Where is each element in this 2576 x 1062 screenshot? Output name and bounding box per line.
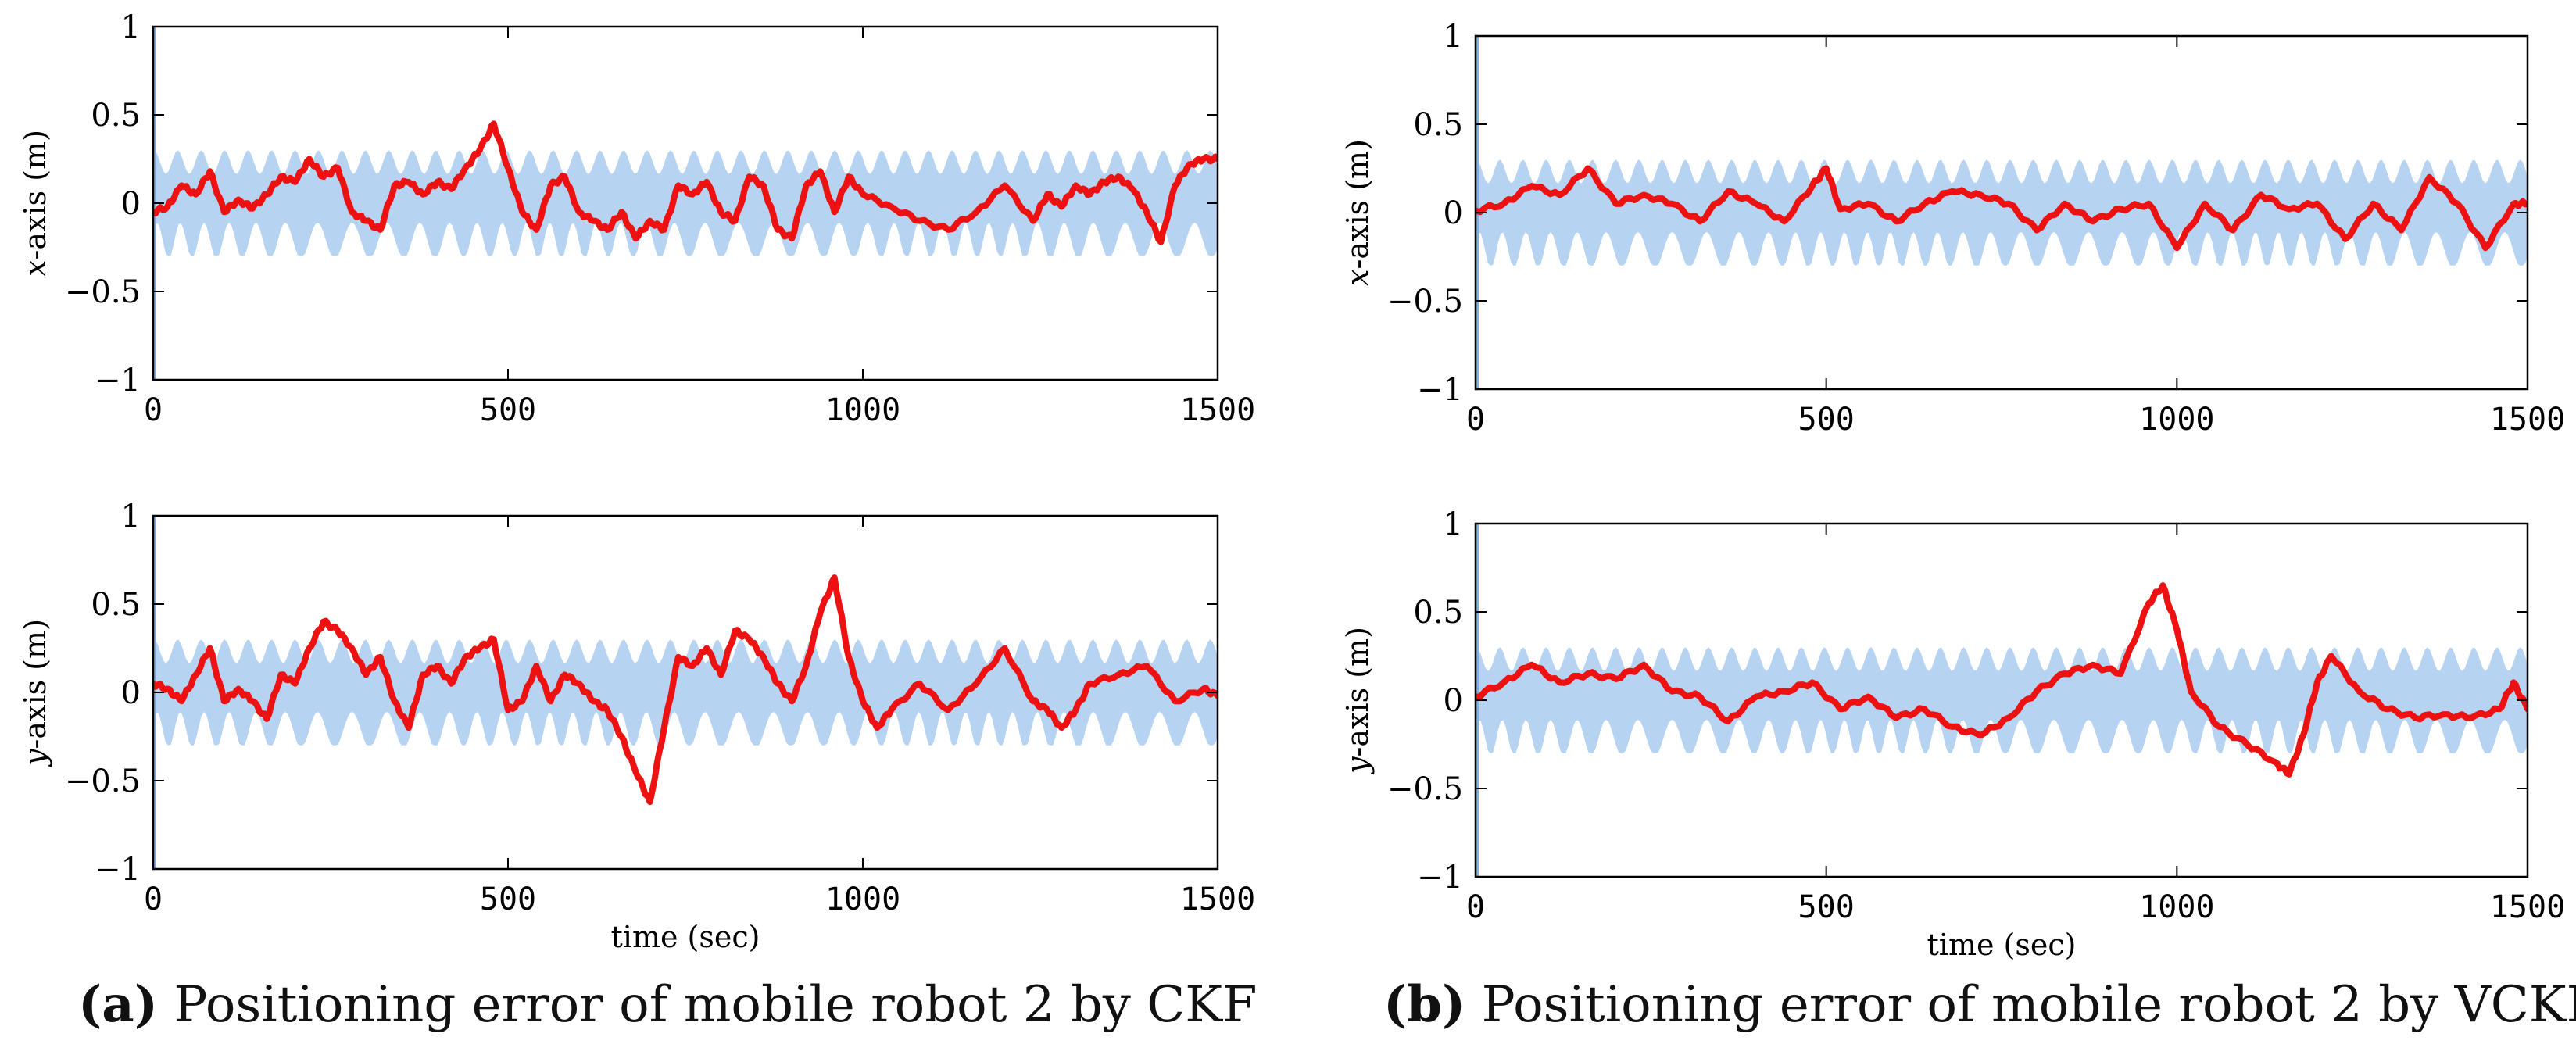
caption-b: (b) Positioning error of mobile robot 2 …: [1383, 975, 2576, 1038]
x-tick-label-b-x-3: 1500: [2490, 402, 2565, 438]
y-tick-label-a-y-1: −0.5: [65, 763, 141, 799]
y-tick-label-a-y-3: 0.5: [91, 587, 141, 623]
caption-a: (a) Positioning error of mobile robot 2 …: [78, 975, 1257, 1038]
y-tick-label-b-x-0: −1: [1417, 372, 1463, 408]
x-tick-label-a-y-1: 500: [480, 881, 536, 917]
plot-area-a-x: [153, 27, 1218, 380]
x-tick-label-b-x-1: 500: [1798, 402, 1855, 438]
y-axis-label-var-a-y: y: [18, 749, 52, 767]
y-axis-label-var-b-x: x: [1340, 269, 1375, 285]
chart-b-y: 0 500 1000 1500 −1 −0.5 0 0.5 1 y-axis (m) time (s…: [1340, 506, 2565, 962]
y-axis-label-b-x: x-axis (m): [1340, 139, 1375, 286]
x-axis-label-b-y: time (sec): [1927, 928, 2077, 962]
x-tick-label-b-x-0: 0: [1466, 402, 1485, 438]
x-axis-label-a-y: time (sec): [611, 920, 760, 954]
caption-a-tag: (a): [78, 975, 159, 1034]
x-tick-label-b-y-0: 0: [1466, 889, 1485, 925]
series-band-a-y: [153, 639, 1218, 746]
series-error-line-a-y: [153, 574, 1218, 806]
y-tick-label-b-y-3: 0.5: [1413, 595, 1463, 631]
y-tick-label-a-y-0: −1: [95, 852, 141, 888]
series-band-b-y: [1476, 647, 2528, 753]
plot-area-b-x: [1476, 36, 2528, 389]
y-tick-label-b-x-1: −0.5: [1387, 284, 1463, 320]
y-tick-label-a-x-2: 0: [121, 186, 141, 222]
x-tick-label-b-y-1: 500: [1798, 889, 1855, 925]
caption-a-text: Positioning error of mobile robot 2 by C…: [174, 976, 1258, 1034]
y-tick-label-b-y-2: 0: [1444, 683, 1463, 719]
y-axis-label-b-y: y-axis (m): [1340, 627, 1375, 775]
y-axis-label-rest-a-x: -axis (m): [18, 130, 52, 259]
y-axis-label-var-b-y: y: [1340, 756, 1375, 775]
y-tick-label-b-y-0: −1: [1417, 860, 1463, 896]
x-tick-label-a-x-3: 1500: [1180, 392, 1255, 428]
y-tick-label-b-y-1: −0.5: [1387, 771, 1463, 807]
caption-b-text: Positioning error of mobile robot 2 by V…: [1481, 976, 2576, 1034]
y-tick-label-a-y-2: 0: [121, 675, 141, 711]
y-tick-label-a-x-1: −0.5: [65, 274, 141, 310]
y-axis-label-var-a-x: x: [18, 259, 52, 276]
y-axis-label-rest-b-y: -axis (m): [1340, 627, 1375, 756]
y-tick-label-a-x-4: 1: [121, 9, 141, 45]
y-tick-label-a-x-3: 0.5: [91, 98, 141, 134]
y-axis-label-a-x: x-axis (m): [18, 130, 52, 277]
series-error-line-a-x: [153, 120, 1218, 245]
y-tick-label-a-y-4: 1: [121, 499, 141, 535]
x-tick-label-a-y-0: 0: [144, 881, 163, 917]
chart-b-x: 0 500 1000 1500 −1 −0.5 0 0.5 1 x-axis (m): [1340, 19, 2565, 438]
x-tick-label-a-x-0: 0: [144, 392, 163, 428]
series-band-b-x: [1476, 159, 2528, 266]
chart-a-x: 0 500 1000 1500 −1 −0.5 0 0.5 1 x-axis (m): [18, 9, 1255, 428]
y-axis-label-rest-b-x: -axis (m): [1340, 139, 1375, 269]
y-tick-label-b-y-4: 1: [1444, 506, 1463, 542]
y-tick-label-a-x-0: −1: [95, 363, 141, 399]
x-tick-label-b-y-2: 1000: [2139, 889, 2214, 925]
y-tick-label-b-x-4: 1: [1444, 19, 1463, 55]
y-axis-label-rest-a-y: -axis (m): [18, 619, 52, 749]
series-error-line-b-x: [1476, 165, 2528, 252]
y-axis-label-a-y: y-axis (m): [18, 619, 52, 767]
x-tick-label-a-y-2: 1000: [825, 881, 900, 917]
plot-area-b-y: [1476, 524, 2528, 877]
x-tick-label-a-x-1: 500: [480, 392, 536, 428]
x-tick-label-b-y-3: 1500: [2490, 889, 2565, 925]
x-tick-label-a-x-2: 1000: [825, 392, 900, 428]
series-error-line-b-y: [1476, 582, 2528, 778]
x-tick-label-b-x-2: 1000: [2139, 402, 2214, 438]
plot-area-a-y: [153, 516, 1218, 869]
caption-b-tag: (b): [1383, 975, 1466, 1034]
y-tick-label-b-x-2: 0: [1444, 195, 1463, 231]
y-tick-label-b-x-3: 0.5: [1413, 107, 1463, 143]
chart-a-y: 0 500 1000 1500 −1 −0.5 0 0.5 1 y-axis (m) time (s…: [18, 499, 1255, 954]
x-tick-label-a-y-3: 1500: [1180, 881, 1255, 917]
